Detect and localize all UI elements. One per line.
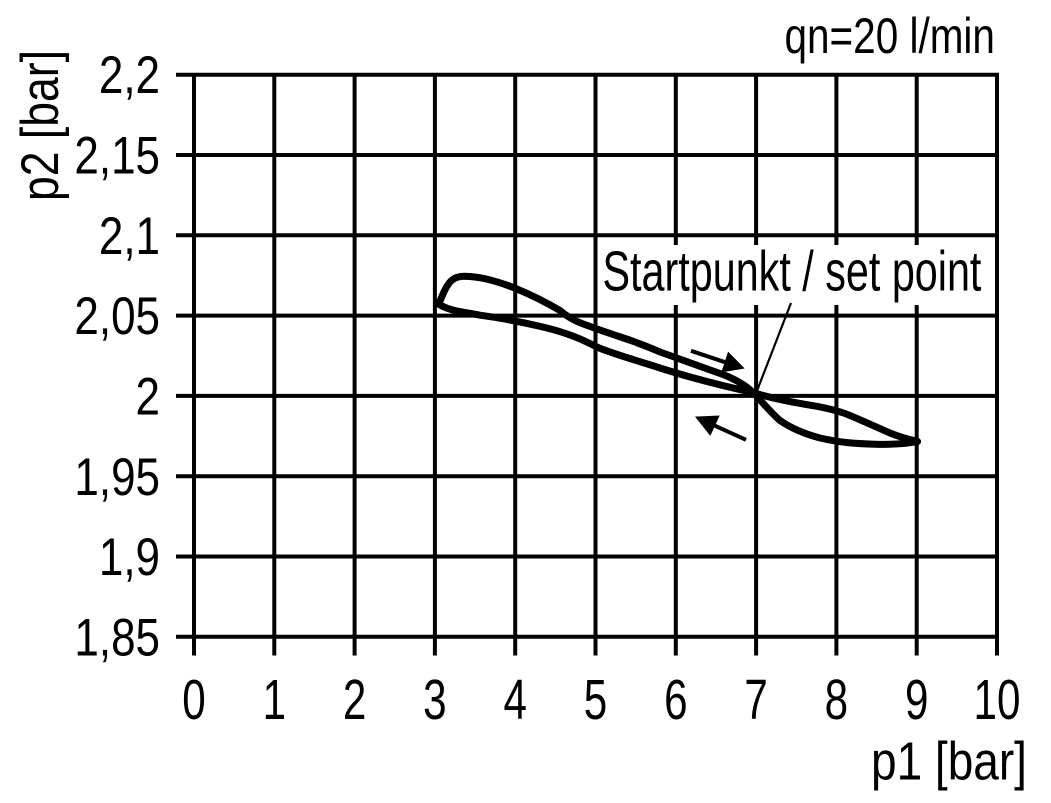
svg-text:qn=20 l/min: qn=20 l/min — [785, 8, 995, 64]
svg-text:2: 2 — [136, 368, 160, 427]
svg-text:1,9: 1,9 — [99, 528, 160, 587]
svg-text:2: 2 — [343, 668, 366, 732]
svg-text:8: 8 — [825, 668, 848, 732]
svg-text:1,85: 1,85 — [74, 609, 160, 668]
svg-text:6: 6 — [664, 668, 687, 732]
svg-text:0: 0 — [182, 668, 205, 732]
svg-text:5: 5 — [584, 668, 607, 732]
svg-text:2,1: 2,1 — [99, 207, 160, 266]
svg-text:4: 4 — [503, 668, 526, 732]
svg-text:p2 [bar]: p2 [bar] — [11, 50, 69, 201]
svg-text:7: 7 — [744, 668, 767, 732]
svg-text:9: 9 — [905, 668, 928, 732]
svg-text:1: 1 — [263, 668, 286, 732]
svg-text:10: 10 — [974, 668, 1021, 732]
svg-text:3: 3 — [423, 668, 446, 732]
svg-text:1,95: 1,95 — [74, 448, 160, 507]
svg-text:Startpunkt / set point: Startpunkt / set point — [603, 239, 982, 303]
svg-text:2,2: 2,2 — [99, 46, 160, 105]
svg-text:p1 [bar]: p1 [bar] — [871, 731, 1027, 791]
svg-text:2,05: 2,05 — [74, 287, 160, 346]
svg-text:2,15: 2,15 — [74, 127, 160, 186]
